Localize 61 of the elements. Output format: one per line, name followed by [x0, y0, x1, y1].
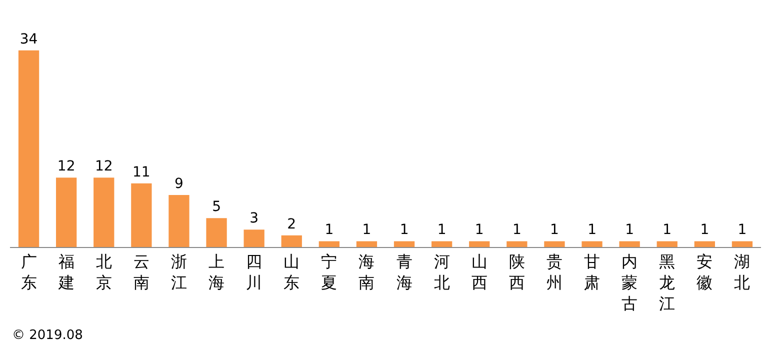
x-tick-label: 贵州: [546, 252, 562, 292]
bar: [619, 241, 640, 247]
bar: [394, 241, 415, 247]
x-tick-label: 海南: [358, 252, 375, 292]
bar: [544, 241, 565, 247]
data-label: 1: [588, 222, 596, 238]
data-label: 1: [625, 222, 634, 238]
bar: [469, 241, 490, 247]
data-label: 1: [550, 222, 559, 238]
bar: [281, 235, 302, 247]
data-label: 1: [738, 222, 747, 238]
bar: [244, 230, 264, 247]
data-label: 2: [287, 216, 296, 232]
data-label: 9: [174, 176, 184, 192]
bar: [131, 183, 152, 247]
data-label: 1: [512, 222, 522, 238]
bar: [18, 50, 40, 247]
x-tick-label: 广东: [20, 252, 37, 292]
x-tick-label: 山东: [284, 252, 300, 292]
bar: [732, 241, 753, 247]
bar: [356, 241, 378, 247]
x-tick-label: 云南: [133, 252, 150, 292]
bar: [168, 194, 190, 247]
x-tick-label: 陕西: [508, 252, 525, 292]
bar: [318, 241, 340, 247]
x-tick-label: 内蒙古: [622, 252, 638, 313]
data-label: 1: [474, 222, 484, 238]
bar: [206, 218, 227, 247]
data-label: 3: [250, 210, 259, 227]
text: © 2019.08: [12, 328, 83, 343]
x-tick-label: 宁夏: [321, 252, 338, 292]
x-tick-label: 四川: [246, 252, 262, 292]
data-label: 1: [700, 222, 710, 238]
x-tick-label: 福建: [57, 252, 74, 292]
bar: [582, 241, 602, 247]
data-label: 1: [362, 222, 372, 238]
bar: [656, 241, 678, 247]
bar: [432, 241, 452, 247]
x-tick-label: 山西: [471, 252, 488, 292]
data-label: 1: [400, 222, 409, 238]
data-label: 1: [324, 222, 334, 238]
x-tick-label: 黑龙江: [659, 252, 676, 313]
x-tick-label: 浙江: [170, 252, 187, 292]
data-label: 1: [662, 222, 672, 238]
x-tick-label: 青海: [396, 252, 412, 292]
x-tick-label: 安徽: [696, 252, 713, 292]
data-label: 12: [94, 158, 113, 175]
data-label: 12: [57, 158, 76, 175]
data-label: 5: [212, 199, 221, 216]
x-tick-label: 上海: [208, 252, 225, 292]
bar: [694, 241, 715, 247]
x-tick-label: 甘肃: [584, 252, 600, 292]
bar: [506, 241, 528, 247]
data-label: 34: [20, 31, 38, 48]
data-label: 1: [437, 222, 446, 238]
x-tick-label: 湖北: [734, 252, 750, 292]
bar: [94, 178, 114, 247]
x-tick-label: 北京: [96, 252, 112, 292]
bar: [56, 178, 77, 247]
data-label: 11: [132, 164, 150, 180]
x-tick-label: 河北: [434, 252, 450, 292]
